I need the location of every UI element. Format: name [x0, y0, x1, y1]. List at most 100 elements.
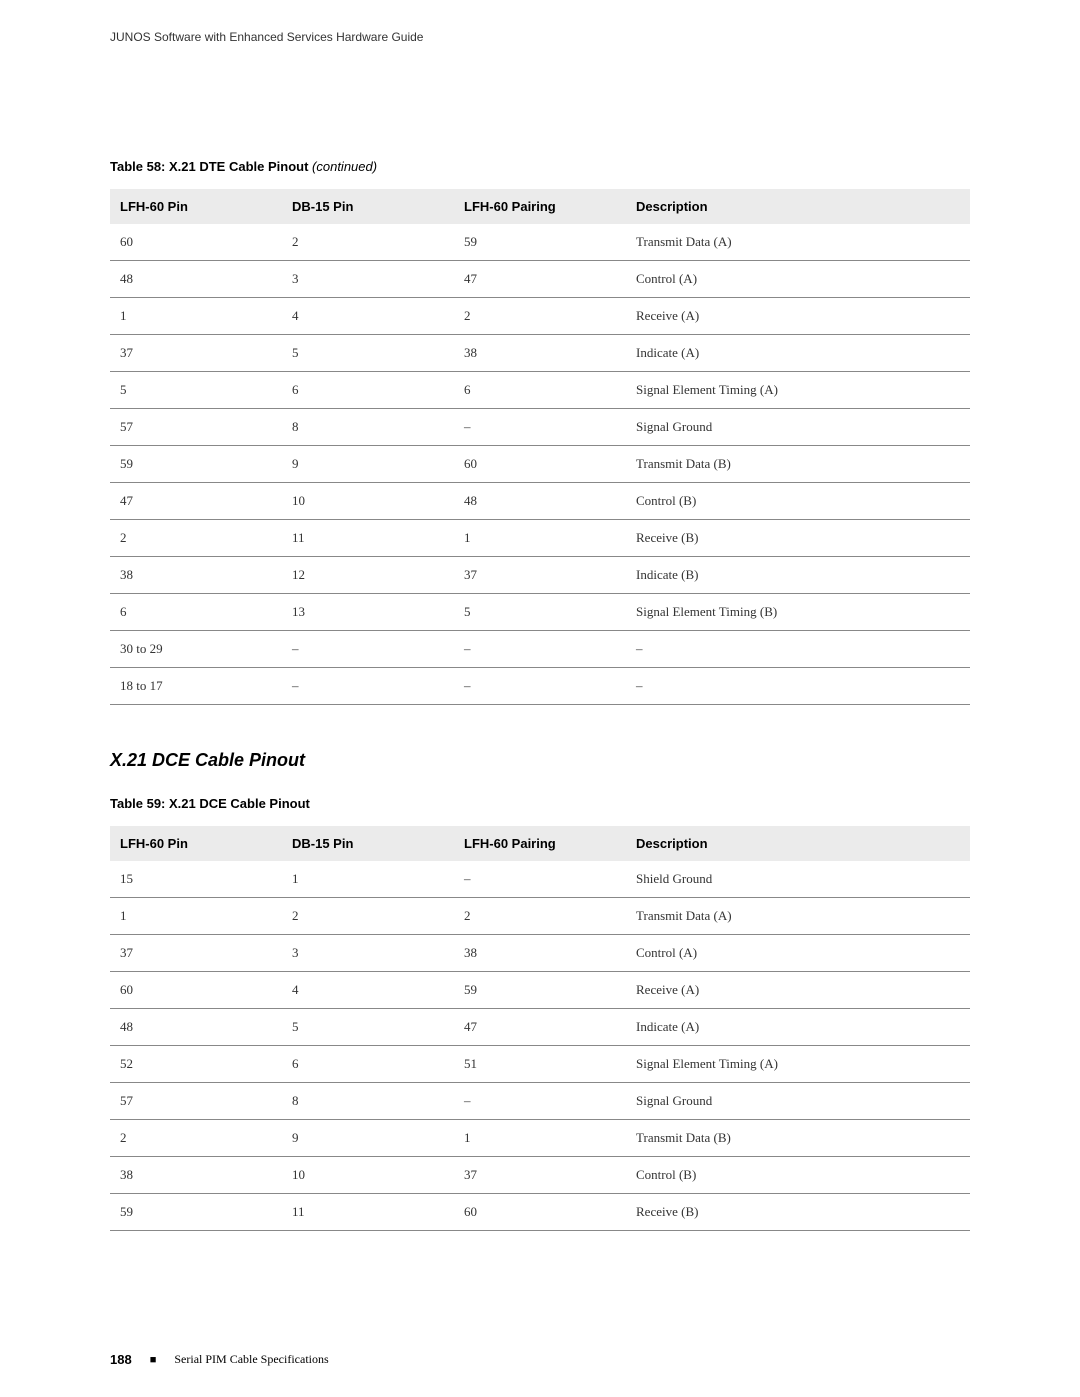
table-cell: Receive (B) — [626, 520, 970, 557]
table-cell: 15 — [110, 861, 282, 898]
table-cell: 3 — [282, 261, 454, 298]
table58-title-bold: Table 58: X.21 DTE Cable Pinout — [110, 159, 308, 174]
table-row: 591160Receive (B) — [110, 1194, 970, 1231]
table-row: 59960Transmit Data (B) — [110, 446, 970, 483]
table-cell: 8 — [282, 409, 454, 446]
table-row: 60459Receive (A) — [110, 972, 970, 1009]
table-cell: 10 — [282, 483, 454, 520]
table-cell: 47 — [454, 261, 626, 298]
table-row: 18 to 17––– — [110, 668, 970, 705]
table-cell: 2 — [282, 898, 454, 935]
table-cell: 47 — [110, 483, 282, 520]
table59-col-header: LFH-60 Pairing — [454, 826, 626, 861]
table-cell: – — [626, 631, 970, 668]
table-cell: Receive (B) — [626, 1194, 970, 1231]
table-row: 381037Control (B) — [110, 1157, 970, 1194]
table-cell: 48 — [110, 1009, 282, 1046]
table-cell: 57 — [110, 1083, 282, 1120]
table-cell: – — [454, 668, 626, 705]
table-cell: Signal Element Timing (B) — [626, 594, 970, 631]
page-number: 188 — [110, 1352, 132, 1367]
table-cell: Receive (A) — [626, 298, 970, 335]
table-cell: 11 — [282, 1194, 454, 1231]
table-cell: 6 — [454, 372, 626, 409]
table-row: 122Transmit Data (A) — [110, 898, 970, 935]
table-cell: – — [282, 631, 454, 668]
table-cell: 13 — [282, 594, 454, 631]
table-cell: 60 — [110, 224, 282, 261]
table59-title: Table 59: X.21 DCE Cable Pinout — [110, 796, 970, 811]
table-cell: 2 — [454, 898, 626, 935]
table-cell: Control (B) — [626, 1157, 970, 1194]
table58-header-row: LFH-60 Pin DB-15 Pin LFH-60 Pairing Desc… — [110, 189, 970, 224]
table59: LFH-60 Pin DB-15 Pin LFH-60 Pairing Desc… — [110, 826, 970, 1231]
table-cell: 1 — [110, 298, 282, 335]
table-cell: – — [454, 409, 626, 446]
table-row: 6135Signal Element Timing (B) — [110, 594, 970, 631]
table-cell: 10 — [282, 1157, 454, 1194]
table59-col-header: DB-15 Pin — [282, 826, 454, 861]
table-cell: Signal Ground — [626, 409, 970, 446]
table-cell: Control (A) — [626, 935, 970, 972]
table-cell: 51 — [454, 1046, 626, 1083]
table59-title-bold: Table 59: X.21 DCE Cable Pinout — [110, 796, 310, 811]
table-row: 578–Signal Ground — [110, 1083, 970, 1120]
table-row: 37338Control (A) — [110, 935, 970, 972]
table-cell: 60 — [454, 446, 626, 483]
table-cell: Transmit Data (A) — [626, 898, 970, 935]
table-cell: 5 — [454, 594, 626, 631]
table-cell: 11 — [282, 520, 454, 557]
table-cell: Transmit Data (B) — [626, 446, 970, 483]
table-row: 48547Indicate (A) — [110, 1009, 970, 1046]
table58: LFH-60 Pin DB-15 Pin LFH-60 Pairing Desc… — [110, 189, 970, 705]
table-cell: 4 — [282, 298, 454, 335]
table-cell: 52 — [110, 1046, 282, 1083]
table-cell: Indicate (A) — [626, 335, 970, 372]
table-cell: – — [454, 861, 626, 898]
table-cell: 38 — [454, 335, 626, 372]
table59-col-header: LFH-60 Pin — [110, 826, 282, 861]
section-heading: X.21 DCE Cable Pinout — [110, 750, 970, 771]
table-cell: 8 — [282, 1083, 454, 1120]
table-cell: 60 — [454, 1194, 626, 1231]
table-cell: 2 — [454, 298, 626, 335]
table-cell: Indicate (A) — [626, 1009, 970, 1046]
table-cell: 18 to 17 — [110, 668, 282, 705]
table58-col-header: DB-15 Pin — [282, 189, 454, 224]
table-cell: – — [454, 631, 626, 668]
table-cell: 48 — [110, 261, 282, 298]
table-cell: 48 — [454, 483, 626, 520]
table58-title-italic: (continued) — [308, 159, 377, 174]
table-cell: 59 — [454, 972, 626, 1009]
table-cell: 6 — [110, 594, 282, 631]
table-cell: 38 — [454, 935, 626, 972]
table-row: 30 to 29––– — [110, 631, 970, 668]
page-header: JUNOS Software with Enhanced Services Ha… — [110, 30, 970, 44]
table-cell: Receive (A) — [626, 972, 970, 1009]
footer-bullet-icon: ■ — [150, 1354, 157, 1366]
table59-col-header: Description — [626, 826, 970, 861]
footer-section-text: Serial PIM Cable Specifications — [174, 1352, 328, 1367]
table-cell: – — [626, 668, 970, 705]
table-cell: 57 — [110, 409, 282, 446]
table-cell: Transmit Data (A) — [626, 224, 970, 261]
table-row: 291Transmit Data (B) — [110, 1120, 970, 1157]
table-row: 142Receive (A) — [110, 298, 970, 335]
table-row: 2111Receive (B) — [110, 520, 970, 557]
table-cell: 59 — [454, 224, 626, 261]
table-cell: 38 — [110, 1157, 282, 1194]
table-row: 151–Shield Ground — [110, 861, 970, 898]
table-cell: Shield Ground — [626, 861, 970, 898]
page-footer: 188 ■ Serial PIM Cable Specifications — [110, 1352, 329, 1367]
table-cell: 37 — [454, 1157, 626, 1194]
table-cell: 59 — [110, 1194, 282, 1231]
table-cell: 1 — [454, 520, 626, 557]
table-cell: 30 to 29 — [110, 631, 282, 668]
table-cell: 59 — [110, 446, 282, 483]
table58-title: Table 58: X.21 DTE Cable Pinout (continu… — [110, 159, 970, 174]
table-cell: 9 — [282, 446, 454, 483]
table-cell: Signal Element Timing (A) — [626, 1046, 970, 1083]
table58-col-header: Description — [626, 189, 970, 224]
table-row: 48347Control (A) — [110, 261, 970, 298]
table-cell: 6 — [282, 1046, 454, 1083]
